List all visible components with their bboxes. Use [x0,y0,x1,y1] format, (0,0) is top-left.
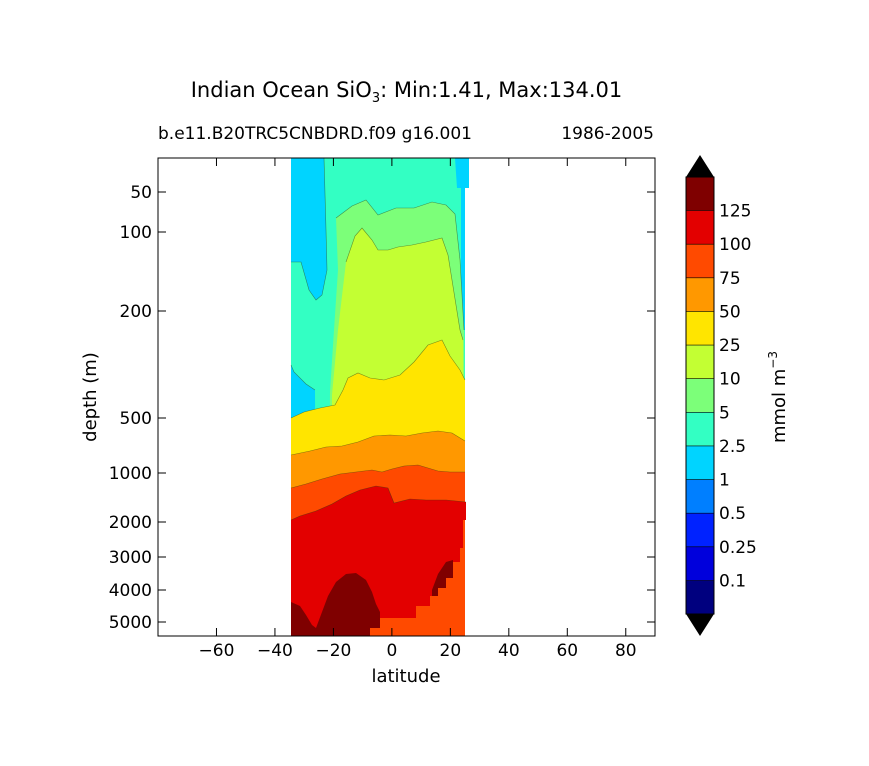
colorbar-segment [686,378,714,413]
y-tick-label: 500 [120,409,152,429]
colorbar-tick-label: 25 [719,336,741,356]
x-tick-label: −40 [257,641,293,661]
chart-title: Indian Ocean SiO3: Min:1.41, Max:134.01 [190,78,623,107]
contour-field [290,158,469,636]
colorbar-segment [686,345,714,379]
colorbar-frame [685,176,715,615]
colorbar-segment [686,513,714,547]
colorbar-segment [686,580,714,614]
colorbar-segment [686,210,714,245]
plot-frame [157,157,656,637]
x-tick-label: 60 [556,641,578,661]
colorbar-tick-label: 50 [719,302,741,322]
band-125-center [316,573,380,636]
x-tick-label: 20 [440,641,462,661]
colorbar-segment [686,244,714,278]
colorbar-tick-label: 0.5 [719,504,746,524]
y-tick-label: 200 [120,302,152,322]
colorbar-tick-label: 1 [719,471,730,491]
x-tick-label: 40 [498,641,520,661]
colorbar-extend-max [686,155,714,177]
year-range: 1986-2005 [561,124,654,144]
colorbar-segment [686,177,714,211]
y-tick-label: 1000 [109,464,152,484]
colorbar-segment [686,479,714,514]
x-tick-label: 0 [386,641,397,661]
x-tick-label: −20 [315,641,351,661]
y-tick-label: 3000 [109,548,152,568]
y-tick-label: 50 [130,183,152,203]
colorbar-tick-label: 10 [719,370,741,390]
x-axis-label: latitude [371,666,440,687]
x-axis: −60 −40 −20 0 20 40 60 80 [199,158,637,661]
colorbar-segment [686,277,714,312]
band-125-right [432,560,453,596]
y-tick-label: 4000 [109,581,152,601]
band-125-left [291,602,316,636]
x-tick-label: 80 [615,641,637,661]
x-tick-label: −60 [199,641,235,661]
colorbar: 0.1 0.25 0.5 1 2.5 5 10 25 50 75 100 125 [685,155,757,636]
contour-lines [290,158,467,521]
colorbar-segment [686,412,714,446]
colorbar-tick-label: 100 [719,235,751,255]
colorbar-segment [686,311,714,346]
y-axis: 50 100 200 500 1000 2000 3000 4000 5000 [109,183,655,633]
y-tick-label: 100 [120,223,152,243]
colorbar-segment [686,445,714,480]
colorbar-segment [686,546,714,581]
colorbar-tick-label: 0.25 [719,538,757,558]
colorbar-tick-label: 5 [719,403,730,423]
y-tick-label: 2000 [109,513,152,533]
colorbar-label: mmol m−3 [766,351,790,443]
colorbar-tick-label: 75 [719,269,741,289]
colorbar-tick-label: 2.5 [719,437,746,457]
run-name: b.e11.B20TRC5CNBDRD.f09 g16.001 [158,124,472,144]
colorbar-extend-min [686,614,714,636]
y-axis-label: depth (m) [80,352,101,442]
colorbar-tick-label: 125 [719,202,751,222]
colorbar-tick-label: 0.1 [719,571,746,591]
y-tick-label: 5000 [109,613,152,633]
